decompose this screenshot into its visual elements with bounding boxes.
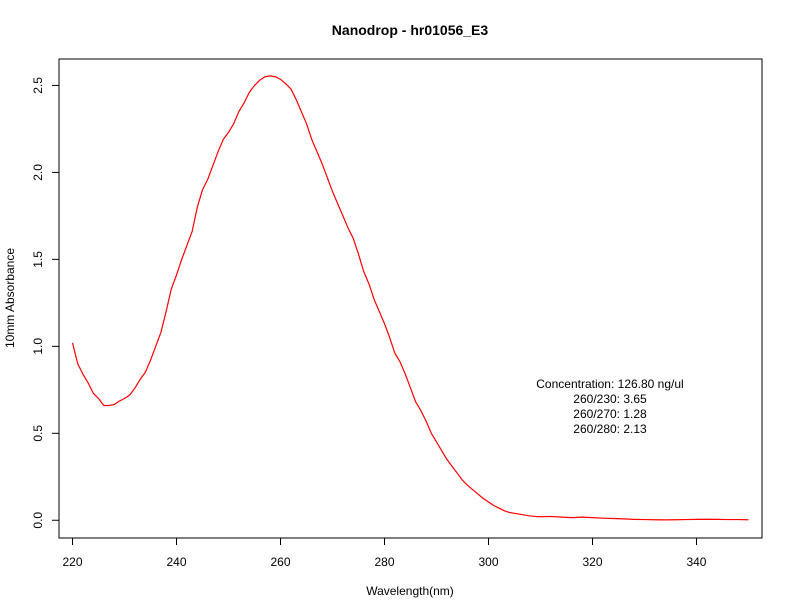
y-tick-label: 2.5 bbox=[31, 77, 45, 94]
annotation-line: Concentration: 126.80 ng/ul bbox=[536, 377, 683, 391]
x-tick-label: 300 bbox=[478, 555, 498, 569]
y-tick-label: 1.0 bbox=[31, 338, 45, 355]
y-axis-label: 10mm Absorbance bbox=[3, 248, 17, 348]
y-axis: 0.0 0.5 1.0 1.5 2.0 2.5 bbox=[31, 77, 60, 529]
chart-title: Nanodrop - hr01056_E3 bbox=[332, 22, 489, 38]
series-group bbox=[71, 75, 749, 521]
series-line bbox=[71, 75, 749, 521]
x-tick-label: 280 bbox=[374, 555, 394, 569]
x-axis-label: Wavelength(nm) bbox=[366, 584, 454, 598]
y-tick-label: 2.0 bbox=[31, 164, 45, 181]
x-tick-label: 260 bbox=[270, 555, 290, 569]
x-axis: 220 240 260 280 300 320 340 bbox=[63, 537, 707, 569]
annotation-line: 260/270: 1.28 bbox=[573, 407, 647, 421]
x-tick-label: 320 bbox=[582, 555, 602, 569]
x-tick-label: 220 bbox=[63, 555, 83, 569]
x-tick-label: 340 bbox=[686, 555, 706, 569]
x-tick-label: 240 bbox=[166, 555, 186, 569]
annotation-line: 260/280: 2.13 bbox=[573, 422, 647, 436]
y-tick-label: 1.5 bbox=[31, 251, 45, 268]
annotation-line: 260/230: 3.65 bbox=[573, 392, 647, 406]
y-tick-label: 0.0 bbox=[31, 512, 45, 529]
y-tick-label: 0.5 bbox=[31, 425, 45, 442]
